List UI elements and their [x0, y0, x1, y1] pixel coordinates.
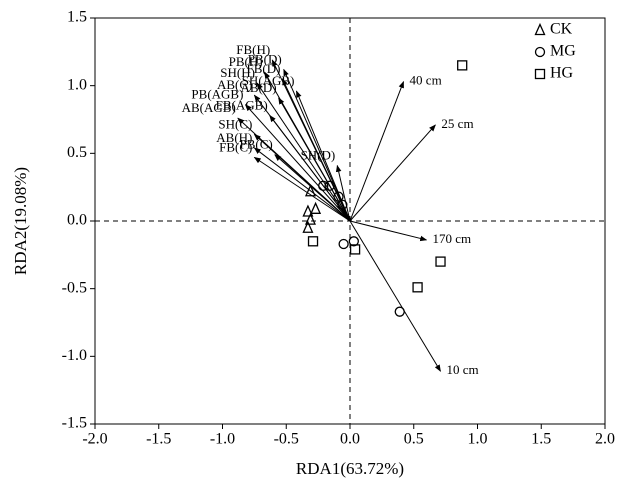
point [333, 191, 344, 202]
x-tick-label: 1.0 [468, 431, 488, 448]
point [304, 212, 316, 225]
point [337, 199, 348, 210]
vector-label: SH(C) [218, 116, 252, 131]
y-tick-label: -1.5 [62, 415, 87, 432]
vector-arrow [253, 156, 351, 222]
point [304, 184, 316, 197]
legend-marker [534, 46, 546, 58]
vector-arrow [349, 124, 436, 222]
vector-arrow [295, 90, 351, 222]
y-tick-label: 0.5 [67, 144, 87, 161]
point [412, 282, 423, 293]
vector-label: AB(D) [240, 80, 276, 95]
vector-arrow [349, 220, 428, 242]
x-tick-label: -1.0 [210, 431, 235, 448]
x-tick-label: -2.0 [82, 431, 107, 448]
vector-label: FB(H) [236, 42, 270, 57]
legend-label: CK [550, 21, 573, 38]
vector-label: FB(D) [246, 61, 280, 76]
point [338, 238, 349, 250]
vector-arrow [253, 147, 351, 222]
legend-marker [534, 68, 546, 80]
x-tick-label: 0.0 [340, 431, 360, 448]
vector-label: FB(AGB) [216, 97, 268, 112]
x-axis-label: RDA1(63.72%) [296, 459, 404, 478]
vector-arrow [349, 80, 405, 222]
point [324, 180, 335, 191]
x-tick-label: -0.5 [274, 431, 299, 448]
y-axis-label: RDA2(19.08%) [11, 167, 30, 275]
vector-label: SH(D) [301, 147, 336, 162]
vector-label: PB(C) [240, 137, 273, 152]
vector-label: PB(D) [248, 51, 282, 66]
vector-label: 40 cm [410, 73, 442, 88]
vector-label: AB(AGB) [182, 100, 236, 115]
x-tick-label: 1.5 [531, 431, 551, 448]
legend-marker [534, 22, 546, 36]
vector-label: 25 cm [441, 116, 473, 131]
vector-arrow [278, 97, 351, 222]
y-tick-label: -0.5 [62, 279, 87, 296]
x-tick-label: 0.5 [404, 431, 424, 448]
vector-arrow [269, 114, 351, 222]
y-tick-label: 0.0 [67, 212, 87, 229]
point [302, 220, 314, 233]
point [457, 60, 468, 71]
vector-arrow [283, 68, 351, 222]
vector-label: 10 cm [447, 362, 479, 377]
vector-label: FB(C) [219, 139, 252, 154]
vector-label: SH(H) [220, 65, 255, 80]
point [302, 204, 314, 217]
vector-arrow [244, 104, 351, 222]
x-tick-label: 2.0 [595, 431, 615, 448]
vector-arrow [274, 154, 351, 222]
point [349, 244, 361, 255]
vector-label: AB(C) [217, 77, 252, 92]
vector-label: 170 cm [433, 231, 472, 246]
vector-label: AB(H) [216, 130, 252, 145]
point [318, 180, 329, 191]
vector-label: PB(H) [229, 54, 263, 69]
point [310, 201, 322, 214]
vector-label: PB(AGB) [191, 87, 243, 102]
y-tick-label: 1.0 [67, 76, 87, 93]
y-tick-label: 1.5 [67, 9, 87, 26]
point [307, 236, 319, 247]
legend-label: MG [550, 43, 576, 60]
x-tick-label: -1.5 [146, 431, 171, 448]
point [435, 256, 446, 267]
vector-arrow [349, 220, 441, 372]
vector-label: SH(AGB) [242, 73, 295, 88]
vector-arrow [281, 78, 351, 222]
legend-label: HG [550, 65, 574, 82]
y-tick-label: -1.0 [62, 347, 87, 364]
point [394, 306, 405, 317]
point [348, 236, 359, 247]
vector-arrow [335, 164, 351, 222]
